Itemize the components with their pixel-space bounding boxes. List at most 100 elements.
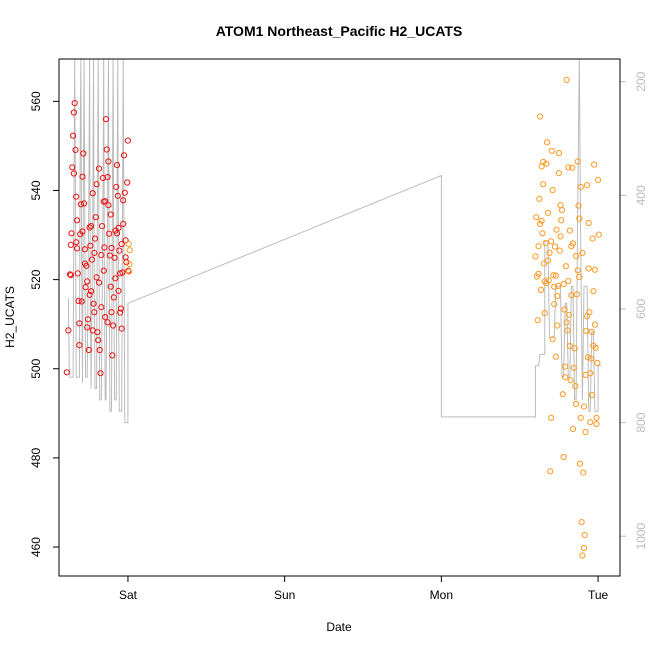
data-point [552,353,559,360]
data-point [86,224,93,231]
data-point [580,469,587,476]
data-point [125,268,133,275]
data-point [540,158,547,166]
data-point [90,300,97,307]
data-point [73,239,80,246]
data-point [584,182,591,189]
data-point [571,345,578,352]
data-point [84,324,91,331]
data-point [591,321,599,328]
data-point [594,359,601,367]
data-point [568,292,575,299]
x-tick-label: Tue [588,588,609,602]
y-tick-label: 480 [29,448,43,468]
data-point [124,137,132,144]
data-point [536,195,543,202]
data-point [76,320,83,327]
data-point [118,325,125,332]
data-point [113,162,121,169]
data-point [85,346,92,354]
data-point [544,257,552,264]
series-1-points [63,100,132,377]
data-point [548,147,555,154]
data-point [63,369,70,376]
data-point [77,201,85,208]
data-point [78,298,85,305]
data-point [593,414,600,421]
data-point [580,544,588,552]
y2-tick-label: 200 [634,71,648,91]
data-point [582,428,589,436]
data-point [533,214,540,221]
data-point [535,243,542,250]
data-point [566,342,574,350]
data-point [91,309,98,316]
data-point [544,209,552,216]
data-point [114,192,121,199]
data-point [555,149,563,157]
y-tick-label: 500 [29,358,43,378]
data-point [587,355,595,362]
y2-tick-label: 1000 [634,523,648,550]
data-point [79,228,86,235]
x-axis-label: Date [326,620,352,634]
data-point [562,363,569,370]
data-point [564,327,571,334]
data-point [117,309,124,316]
data-point [562,263,570,270]
data-point [67,272,74,279]
data-point [576,460,584,467]
data-point [102,198,109,205]
data-point [122,237,129,244]
data-point [120,152,128,159]
data-point [542,240,549,247]
data-point [95,337,102,344]
data-point [73,245,81,252]
data-point [117,305,125,312]
y2-tick-label: 800 [634,412,648,432]
data-point [113,183,120,190]
data-point [577,414,584,421]
data-point [79,173,86,180]
x-tick-label: Sun [274,588,295,602]
data-point [546,249,553,256]
y-tick-label: 540 [29,180,43,200]
data-point [562,374,569,381]
data-point [537,113,544,120]
data-point [75,297,82,305]
data-point [105,158,112,165]
data-point [541,278,548,285]
data-point [72,146,79,153]
data-point [563,76,570,84]
data-point [532,253,539,260]
data-point [565,277,572,285]
data-point [70,109,78,116]
data-point [551,283,558,290]
data-point [81,260,89,267]
data-point [578,519,585,526]
data-point [576,215,583,222]
data-point [106,230,113,237]
chart-title: ATOM1 Northeast_Pacific H2_UCATS [216,23,463,39]
data-point [589,235,596,242]
data-point [557,233,564,240]
data-point [98,304,105,311]
data-point [120,220,127,227]
data-point [112,275,119,282]
data-point [103,146,110,153]
data-point [121,189,128,196]
data-point [88,288,95,295]
y2-tick-label: 600 [634,299,648,319]
data-point [71,100,78,107]
data-point [74,270,81,277]
data-point [591,266,599,273]
x-tick-label: Sat [119,588,138,602]
data-point [544,139,551,146]
data-point [557,202,564,209]
x-tick-label: Mon [430,588,453,602]
data-point [538,217,545,224]
data-point [559,391,566,398]
data-point [587,370,594,377]
data-point [550,272,557,279]
